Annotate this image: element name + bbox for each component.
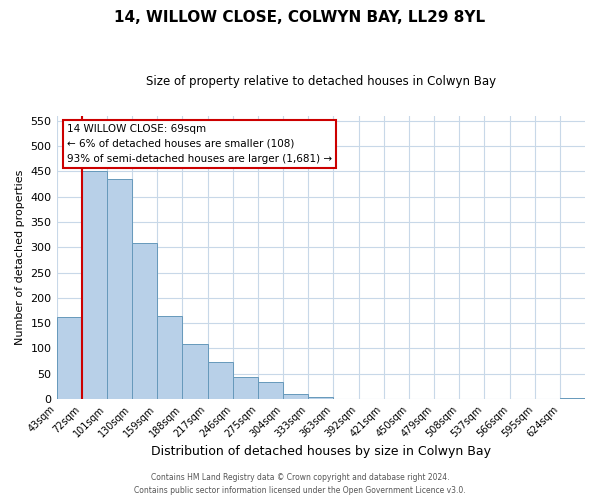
Text: Contains HM Land Registry data © Crown copyright and database right 2024.
Contai: Contains HM Land Registry data © Crown c… bbox=[134, 474, 466, 495]
Bar bbox=[560, 398, 585, 399]
Bar bbox=[308, 396, 334, 399]
Bar bbox=[82, 171, 107, 399]
Bar bbox=[132, 243, 157, 399]
Bar bbox=[157, 316, 182, 399]
Bar bbox=[182, 344, 208, 399]
Text: 14 WILLOW CLOSE: 69sqm
← 6% of detached houses are smaller (108)
93% of semi-det: 14 WILLOW CLOSE: 69sqm ← 6% of detached … bbox=[67, 124, 332, 164]
X-axis label: Distribution of detached houses by size in Colwyn Bay: Distribution of detached houses by size … bbox=[151, 444, 491, 458]
Bar bbox=[208, 362, 233, 399]
Bar bbox=[283, 394, 308, 399]
Text: 14, WILLOW CLOSE, COLWYN BAY, LL29 8YL: 14, WILLOW CLOSE, COLWYN BAY, LL29 8YL bbox=[115, 10, 485, 25]
Bar bbox=[233, 378, 258, 399]
Title: Size of property relative to detached houses in Colwyn Bay: Size of property relative to detached ho… bbox=[146, 75, 496, 88]
Y-axis label: Number of detached properties: Number of detached properties bbox=[15, 170, 25, 345]
Bar bbox=[56, 317, 82, 399]
Bar bbox=[107, 179, 132, 399]
Bar bbox=[258, 382, 283, 399]
